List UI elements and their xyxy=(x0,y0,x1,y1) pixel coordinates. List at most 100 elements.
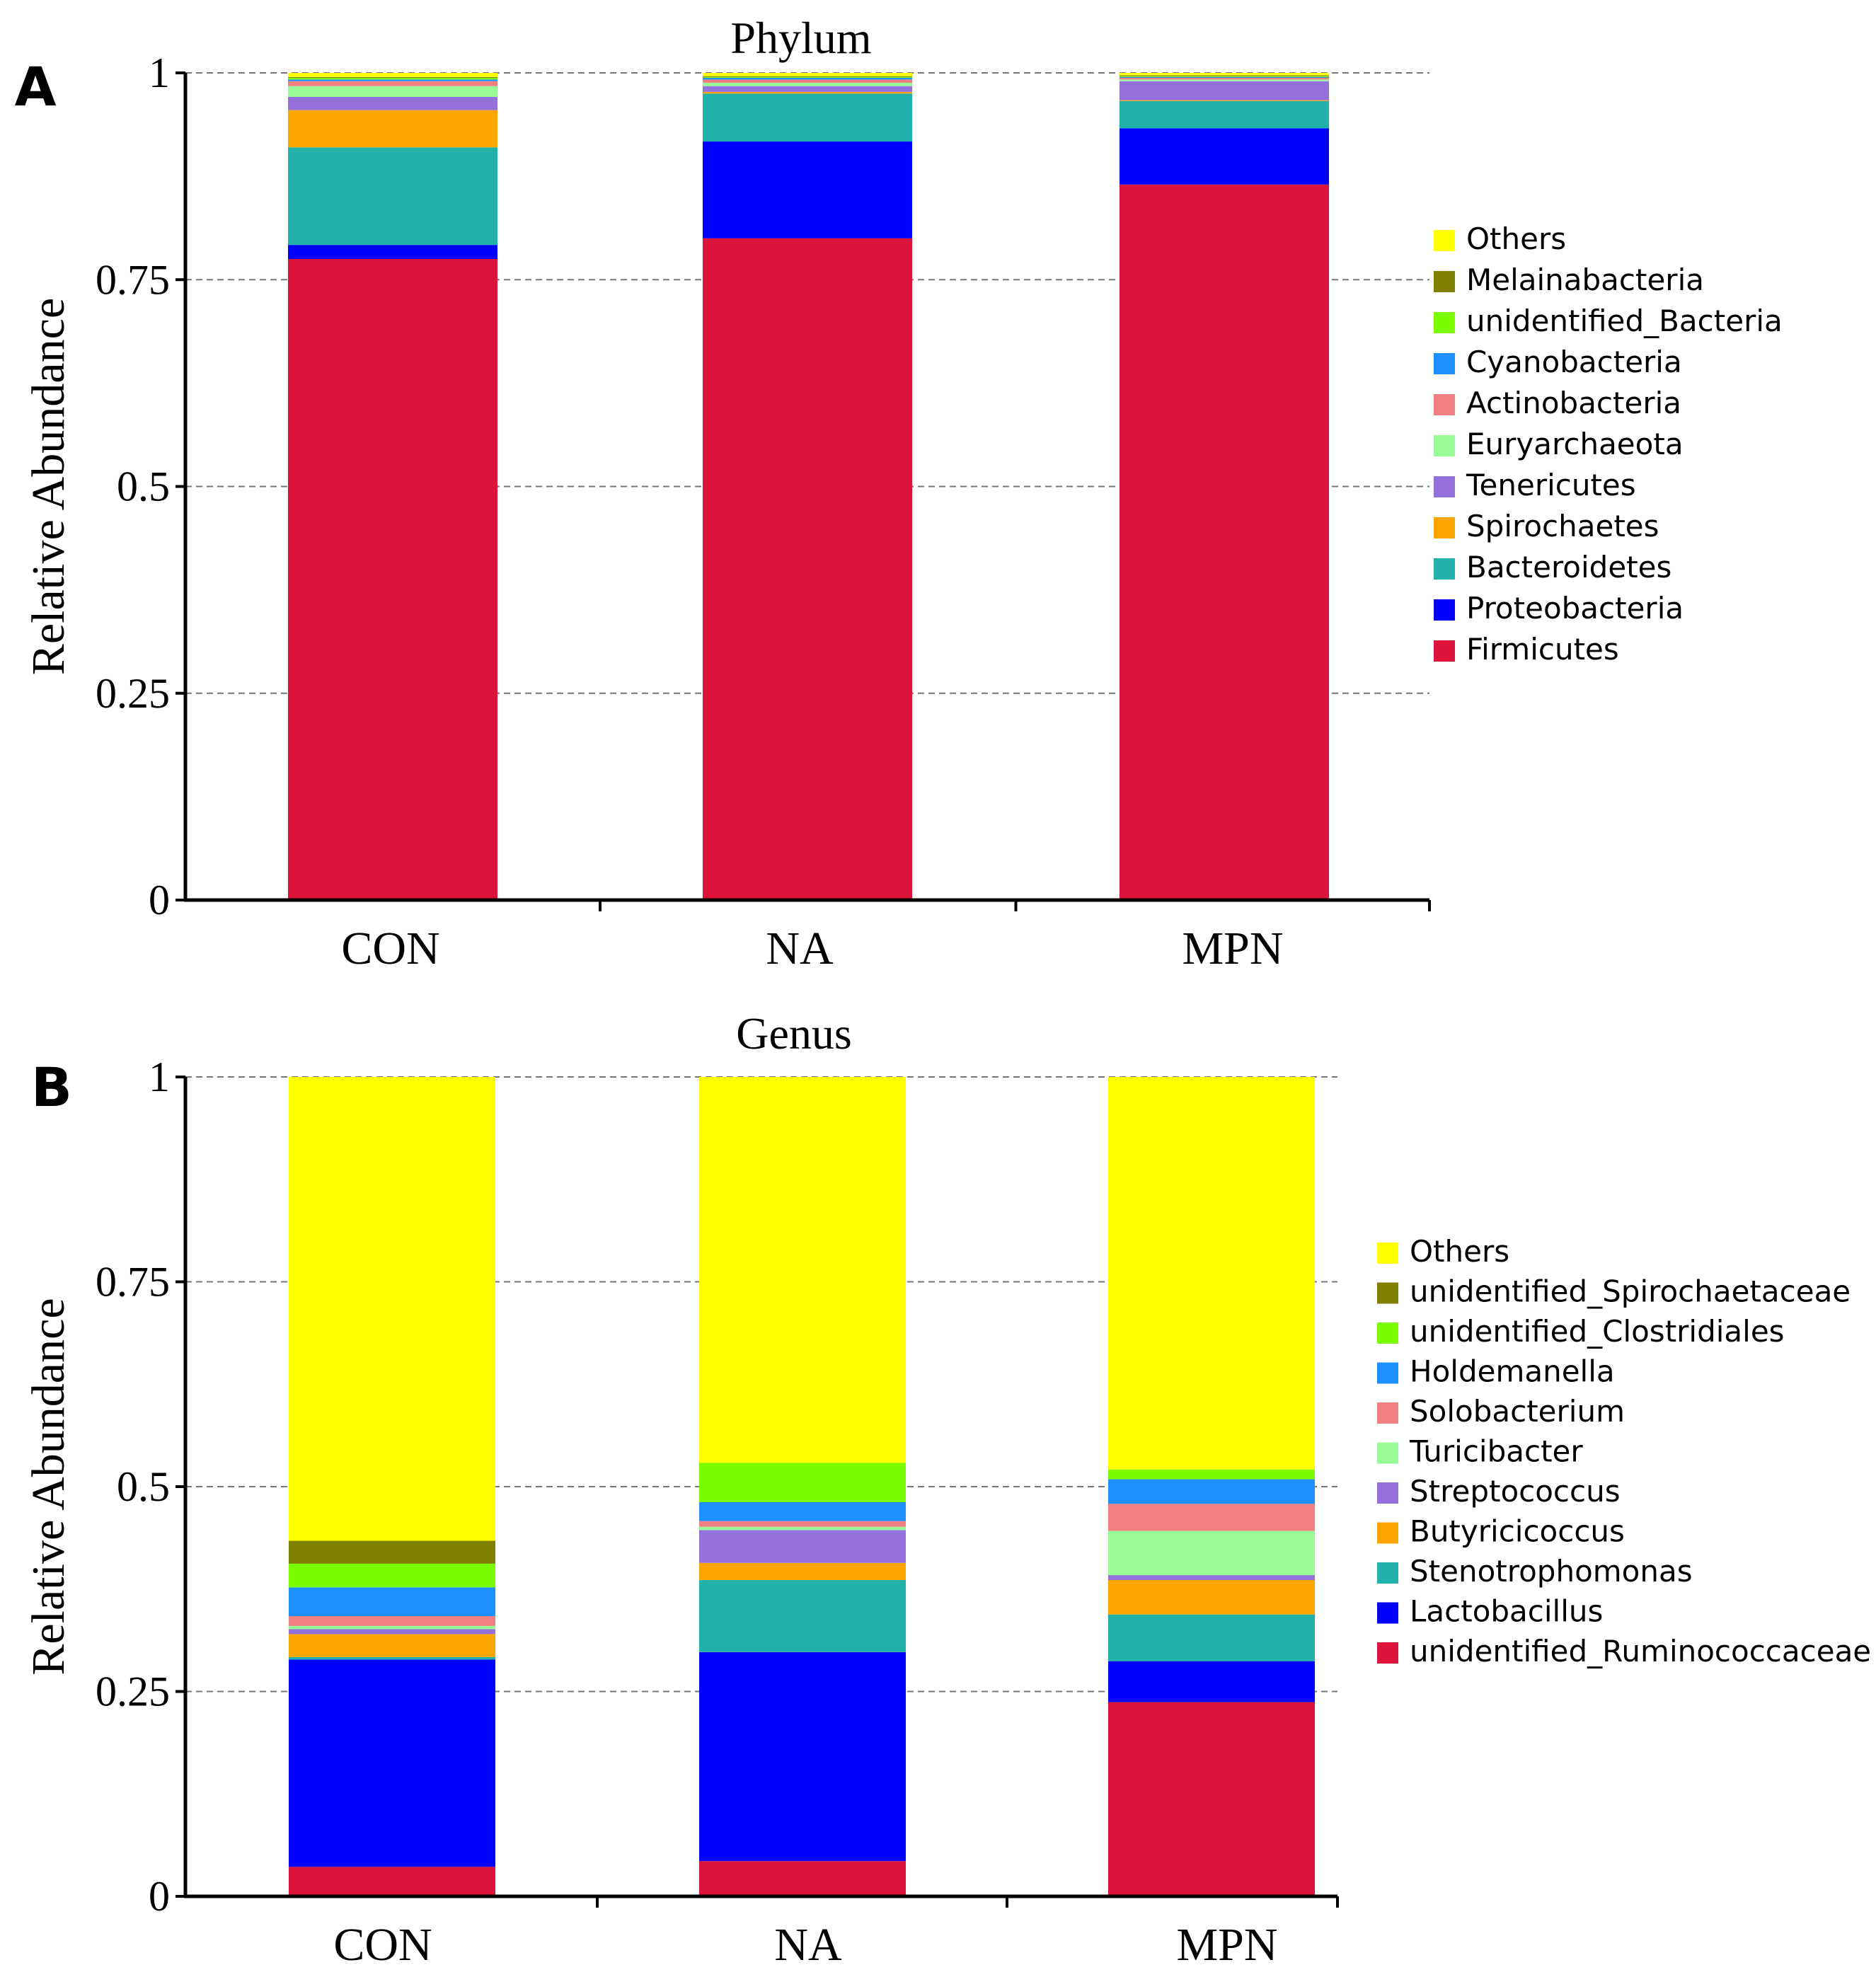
legend-label: Actinobacteria xyxy=(1466,386,1681,420)
bar-segment-con-lactobacillus xyxy=(289,1659,495,1867)
legend-swatch-bacteroidetes xyxy=(1434,558,1455,580)
bar-segment-mpn-butyricicoccus xyxy=(1108,1580,1315,1615)
bar-segment-con-streptococcus xyxy=(289,1629,495,1635)
legend-swatch-others xyxy=(1434,230,1455,251)
bar-segment-na-unidentified-ruminococcaceae xyxy=(699,1861,906,1896)
bar-segment-con-melainabacteria xyxy=(288,76,497,79)
bar-segment-na-solobacterium xyxy=(699,1521,906,1527)
x-tick-label: MPN xyxy=(1176,1919,1277,1971)
legend-label: unidentified_Bacteria xyxy=(1466,304,1783,338)
x-tick-label: NA xyxy=(766,923,834,974)
legend-swatch-turicibacter xyxy=(1377,1442,1398,1464)
bar-segment-na-bacteroidetes xyxy=(703,93,912,142)
legend-swatch-unidentified-spirochaetaceae xyxy=(1377,1282,1398,1304)
panel-b-genus-chart: B Genus 0 0.25 0.5 0.75 1 CON NA MPN Relative Abun… xyxy=(23,1008,1871,1971)
legend-label: Euryarchaeota xyxy=(1466,427,1684,461)
bar-segment-mpn-bacteroidetes xyxy=(1120,100,1329,129)
bar-segment-con-holdemanella xyxy=(289,1587,495,1616)
y-tick-label: 0 xyxy=(149,877,170,923)
bar-segment-con-actinobacteria xyxy=(288,81,497,86)
bar-segment-con-others xyxy=(288,73,497,77)
y-tick-label: 1 xyxy=(149,1054,170,1100)
bar-segment-na-tenericutes xyxy=(703,86,912,92)
bar-segment-con-butyricicoccus xyxy=(289,1634,495,1657)
bar-segment-na-melainabacteria xyxy=(703,76,912,77)
bar-segment-na-lactobacillus xyxy=(699,1652,906,1862)
bar-segment-con-firmicutes xyxy=(288,259,497,900)
legend-label: Proteobacteria xyxy=(1466,591,1684,626)
bar-segment-con-spirochaetes xyxy=(288,110,497,148)
bar-segment-con-others xyxy=(289,1077,495,1541)
bar-segment-con-cyanobacteria xyxy=(288,79,497,81)
bar-segment-mpn-turicibacter xyxy=(1108,1531,1315,1576)
legend-swatch-butyricicoccus xyxy=(1377,1522,1398,1544)
bar-segment-con-solobacterium xyxy=(289,1615,495,1626)
y-tick-label: 0.5 xyxy=(117,463,170,510)
legend-swatch-unidentified-clostridiales xyxy=(1377,1322,1398,1344)
bar-segment-na-euryarchaeota xyxy=(703,83,912,86)
legend-swatch-firmicutes xyxy=(1434,640,1455,662)
legend-label: Others xyxy=(1410,1234,1509,1269)
bar-segment-na-proteobacteria xyxy=(703,142,912,238)
bar-segment-mpn-others xyxy=(1120,73,1329,76)
legend: Others unidentified_Spirochaetaceaeuniden… xyxy=(1377,1234,1871,1668)
x-tick-label: CON xyxy=(341,923,439,974)
bar-segment-na-others xyxy=(699,1077,906,1463)
legend-swatch-tenericutes xyxy=(1434,476,1455,497)
x-tick-label: NA xyxy=(774,1919,842,1971)
x-tick-label: CON xyxy=(333,1919,432,1971)
bar-segment-con-unidentified-ruminococcaceae xyxy=(289,1867,495,1896)
legend-label: Melainabacteria xyxy=(1466,263,1704,297)
bar-segment-mpn-lactobacillus xyxy=(1108,1661,1315,1702)
bar-segment-con-tenericutes xyxy=(288,96,497,110)
legend-swatch-euryarchaeota xyxy=(1434,435,1455,456)
bar-segment-mpn-unidentified-bacteria xyxy=(1120,76,1329,77)
bar-segment-mpn-cyanobacteria xyxy=(1120,76,1329,79)
chart-title: Genus xyxy=(736,1008,852,1059)
bar-segment-mpn-spirochaetes xyxy=(1120,100,1329,101)
legend-swatch-lactobacillus xyxy=(1377,1602,1398,1624)
bar-segment-con-unidentified-bacteria xyxy=(288,78,497,80)
bar-segment-con-unidentified-clostridiales xyxy=(289,1563,495,1588)
legend-label: Solobacterium xyxy=(1410,1394,1625,1429)
legend-swatch-melainabacteria xyxy=(1434,271,1455,292)
legend-label: Others xyxy=(1466,221,1566,256)
y-tick-label: 0 xyxy=(149,1873,170,1920)
legend-label: Stenotrophomonas xyxy=(1410,1554,1693,1589)
bar-segment-con-bacteroidetes xyxy=(288,147,497,246)
bar-segment-mpn-others xyxy=(1108,1077,1315,1470)
legend-label: unidentified_Clostridiales xyxy=(1410,1314,1785,1349)
bar-segment-mpn-proteobacteria xyxy=(1120,128,1329,185)
y-axis-label: Relative Abundance xyxy=(23,1298,74,1675)
bar-segment-con-stenotrophomonas xyxy=(289,1656,495,1660)
legend-swatch-stenotrophomonas xyxy=(1377,1562,1398,1584)
y-axis-label: Relative Abundance xyxy=(23,298,74,675)
y-tick-label: 0.25 xyxy=(96,670,170,717)
bar-segment-mpn-stenotrophomonas xyxy=(1108,1614,1315,1661)
legend-swatch-others xyxy=(1377,1243,1398,1264)
legend-swatch-unidentified-bacteria xyxy=(1434,312,1455,333)
legend-swatch-actinobacteria xyxy=(1434,394,1455,415)
legend-label: Firmicutes xyxy=(1466,632,1619,667)
chart-title: Phylum xyxy=(730,13,871,63)
bar-segment-na-stenotrophomonas xyxy=(699,1580,906,1652)
legend-swatch-solobacterium xyxy=(1377,1402,1398,1424)
legend-label: unidentified_Spirochaetaceae xyxy=(1410,1274,1851,1309)
bar-segment-con-turicibacter xyxy=(289,1625,495,1630)
legend-swatch-proteobacteria xyxy=(1434,599,1455,621)
legend-label: Holdemanella xyxy=(1410,1354,1615,1389)
bar-segment-na-holdemanella xyxy=(699,1502,906,1521)
bar-segment-con-proteobacteria xyxy=(288,245,497,260)
legend-swatch-streptococcus xyxy=(1377,1482,1398,1504)
legend-label: Spirochaetes xyxy=(1466,509,1659,543)
y-tick-label: 1 xyxy=(149,50,170,96)
x-tick-label: MPN xyxy=(1182,923,1283,974)
panel-label: A xyxy=(15,55,57,118)
bar-segment-na-others xyxy=(703,73,912,76)
bar-segment-mpn-unidentified-ruminococcaceae xyxy=(1108,1702,1315,1896)
legend-swatch-holdemanella xyxy=(1377,1362,1398,1384)
bar-segment-con-euryarchaeota xyxy=(288,86,497,97)
panel-a-phylum-chart: A Phylum 0 0.25 0.5 0.75 1 CON NA MPN Relative Abu… xyxy=(15,13,1783,974)
legend-label: Turicibacter xyxy=(1409,1434,1583,1469)
